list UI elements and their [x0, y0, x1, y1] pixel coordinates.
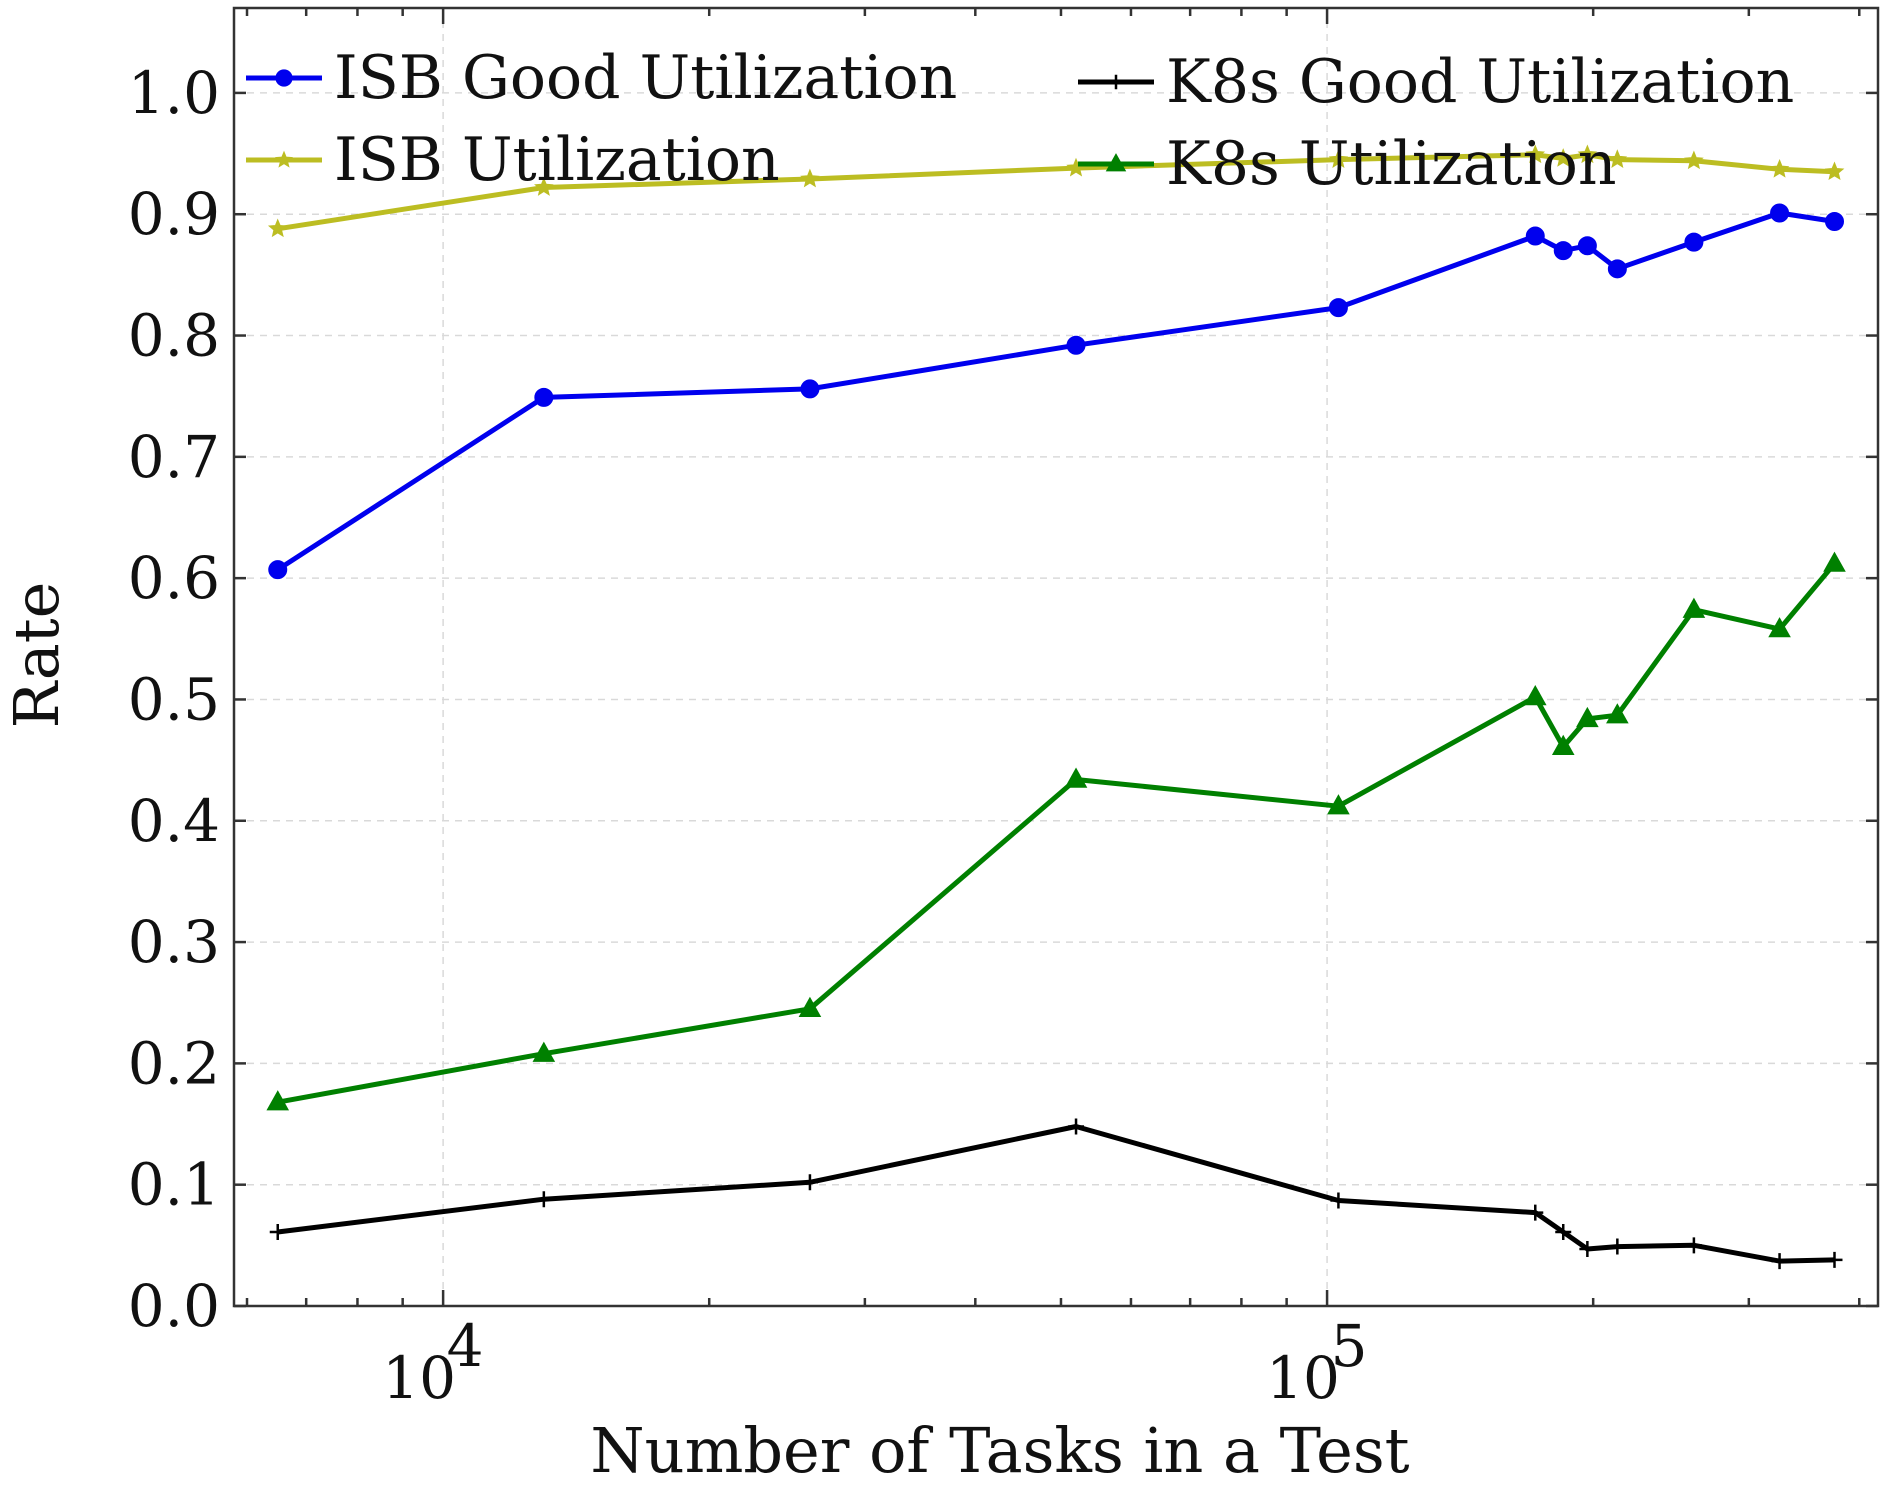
data-point: [1108, 74, 1124, 90]
data-point: [1607, 149, 1628, 168]
data-point: [1768, 617, 1791, 638]
y-tick-label: 0.7: [128, 423, 220, 491]
data-point: [1770, 203, 1790, 223]
grid: [234, 8, 1878, 1306]
data-point: [1330, 1192, 1347, 1209]
series-line: [276, 210, 1835, 572]
data-point: [1824, 161, 1845, 181]
data-point: [1105, 153, 1127, 172]
legend-label: K8s Good Utilization: [1166, 47, 1794, 117]
series-isb-utilization: [267, 144, 1845, 238]
x-tick-label-exponent: 4: [447, 1312, 484, 1380]
data-point: [1523, 685, 1547, 706]
data-point: [268, 560, 288, 580]
data-point: [1525, 144, 1546, 164]
y-tick-label: 1.0: [128, 59, 220, 127]
y-tick-label: 0.8: [128, 302, 220, 370]
plot-frame: [232, 6, 1880, 1308]
data-point: [535, 1191, 552, 1208]
data-point: [800, 379, 820, 399]
data-point: [1609, 1238, 1626, 1255]
legend-label: K8s Utilization: [1166, 129, 1617, 199]
legend-item: ISB Utilization: [246, 125, 780, 195]
y-tick-label: 0.9: [128, 180, 220, 248]
series-line: [277, 561, 1837, 1105]
legend-label: ISB Good Utilization: [334, 43, 957, 113]
data-point: [798, 996, 822, 1017]
y-tick-label: 0.0: [128, 1272, 220, 1340]
series-lines: [266, 144, 1846, 1270]
data-point: [1527, 1204, 1544, 1221]
data-point: [1577, 144, 1598, 164]
data-point: [1525, 226, 1545, 246]
data-point: [1684, 232, 1704, 252]
legend-item: K8s Utilization: [1078, 129, 1617, 199]
y-axis-ticks: 0.0 0.1 0.2 0.3 0.4 0.5 0.6 0.7 0.8 0.9 1.0: [128, 59, 1878, 1340]
data-point: [1553, 148, 1574, 167]
series-line: [277, 152, 1835, 232]
data-point: [1066, 335, 1086, 355]
data-point: [1769, 158, 1790, 178]
x-axis-ticks: 104 105: [245, 8, 1861, 1412]
data-point: [1684, 150, 1704, 170]
data-point: [534, 387, 554, 407]
data-point: [801, 1174, 818, 1191]
data-point: [1328, 298, 1348, 318]
data-point: [1577, 236, 1597, 256]
data-point: [269, 1224, 286, 1240]
data-point: [267, 218, 288, 238]
series-k8s-utilization: [266, 551, 1846, 1111]
legend-item: K8s Good Utilization: [1078, 47, 1794, 117]
series-isb-good-utilization: [268, 203, 1844, 580]
data-point: [275, 150, 293, 168]
data-point: [1064, 767, 1088, 788]
y-tick-label: 0.1: [128, 1151, 220, 1219]
y-tick-label: 0.6: [128, 544, 220, 612]
data-point: [1328, 149, 1349, 168]
y-tick-label: 0.3: [128, 908, 220, 976]
x-tick-label: 10: [382, 1344, 456, 1412]
data-point: [1824, 212, 1844, 232]
data-point: [800, 168, 820, 188]
y-tick-label: 0.5: [128, 665, 220, 733]
data-point: [1553, 241, 1573, 261]
data-point: [534, 177, 554, 196]
data-point: [1551, 734, 1575, 755]
data-point: [1685, 1237, 1702, 1254]
data-point: [532, 1041, 556, 1062]
series-line: [277, 1124, 1835, 1264]
data-point: [1606, 703, 1629, 724]
x-tick-label-exponent: 5: [1331, 1312, 1368, 1380]
y-axis-label: Rate: [0, 582, 73, 729]
data-point: [1555, 1224, 1572, 1240]
x-axis-label: Number of Tasks in a Test: [590, 1414, 1409, 1487]
legend: ISB Good Utilization ISB Utilization K8s G…: [246, 43, 1794, 199]
series-k8s-good-utilization: [269, 1118, 1843, 1270]
data-point: [1826, 1251, 1843, 1268]
y-tick-label: 0.4: [128, 787, 220, 855]
y-tick-label: 0.2: [128, 1029, 220, 1097]
data-point: [275, 69, 293, 87]
data-point: [1823, 551, 1846, 572]
data-point: [1068, 1118, 1085, 1135]
legend-item: ISB Good Utilization: [246, 43, 957, 113]
data-point: [1682, 597, 1706, 618]
data-point: [1607, 259, 1627, 279]
legend-label: ISB Utilization: [334, 125, 780, 195]
data-point: [1576, 706, 1599, 728]
data-point: [266, 1090, 290, 1111]
data-point: [1327, 794, 1350, 815]
x-tick-label: 10: [1266, 1344, 1340, 1412]
data-point: [1771, 1253, 1788, 1270]
data-point: [1579, 1240, 1596, 1257]
